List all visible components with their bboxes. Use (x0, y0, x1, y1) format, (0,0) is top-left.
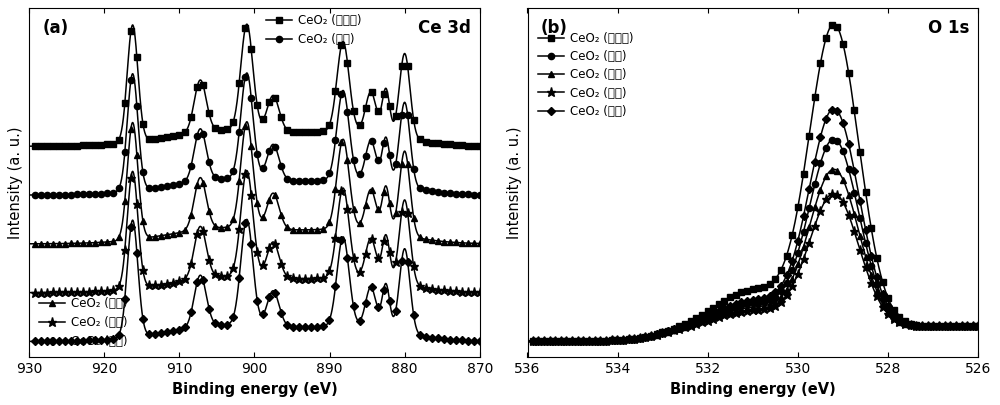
Legend: CeO₂ (甲醇), CeO₂ (乙醇), CeO₂ (丙酮): CeO₂ (甲醇), CeO₂ (乙醇), CeO₂ (丙酮) (39, 297, 128, 348)
Text: (b): (b) (541, 19, 568, 37)
Text: (a): (a) (42, 19, 69, 37)
X-axis label: Binding energy (eV): Binding energy (eV) (172, 382, 337, 396)
Y-axis label: Intensity (a. u.): Intensity (a. u.) (8, 126, 23, 239)
Text: O 1s: O 1s (928, 19, 969, 37)
Text: Ce 3d: Ce 3d (418, 19, 471, 37)
Legend: CeO₂ (辐照前), CeO₂ (纯水), CeO₂ (甲醇), CeO₂ (乙醇), CeO₂ (丙酮): CeO₂ (辐照前), CeO₂ (纯水), CeO₂ (甲醇), CeO₂ (… (538, 32, 633, 118)
X-axis label: Binding energy (eV): Binding energy (eV) (670, 382, 836, 396)
Y-axis label: Intensity (a. u.): Intensity (a. u.) (507, 126, 522, 239)
